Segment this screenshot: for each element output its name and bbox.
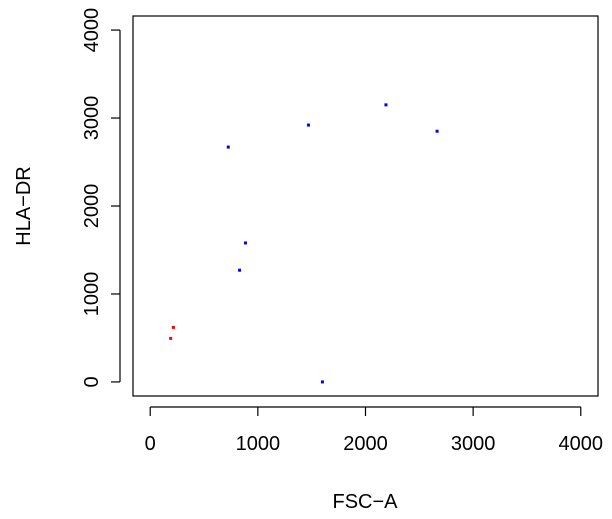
data-point [306, 123, 310, 127]
data-point [384, 103, 388, 107]
y-tick-label: 4000 [81, 8, 103, 53]
data-point [435, 129, 439, 133]
y-tick-label: 1000 [81, 272, 103, 317]
x-tick-label: 4000 [559, 433, 604, 455]
data-points [169, 103, 439, 384]
x-tick-label: 1000 [236, 433, 281, 455]
x-axis: 0 1000 2000 3000 4000 [145, 406, 604, 455]
data-point [320, 380, 324, 384]
x-axis-title: FSC−A [332, 491, 398, 513]
x-tick-label: 0 [145, 433, 156, 455]
y-axis: 0 1000 2000 3000 4000 [81, 8, 121, 387]
data-point [243, 241, 247, 245]
x-tick-label: 3000 [451, 433, 496, 455]
data-point [238, 268, 242, 272]
y-tick-label: 2000 [81, 184, 103, 229]
data-point [226, 145, 230, 149]
y-axis-title: HLA−DR [13, 166, 35, 245]
y-tick-label: 3000 [81, 96, 103, 141]
plot-area-box [132, 15, 599, 397]
y-tick-label: 0 [81, 376, 103, 387]
data-point [171, 325, 175, 329]
x-tick-label: 2000 [343, 433, 388, 455]
data-point [169, 336, 173, 340]
